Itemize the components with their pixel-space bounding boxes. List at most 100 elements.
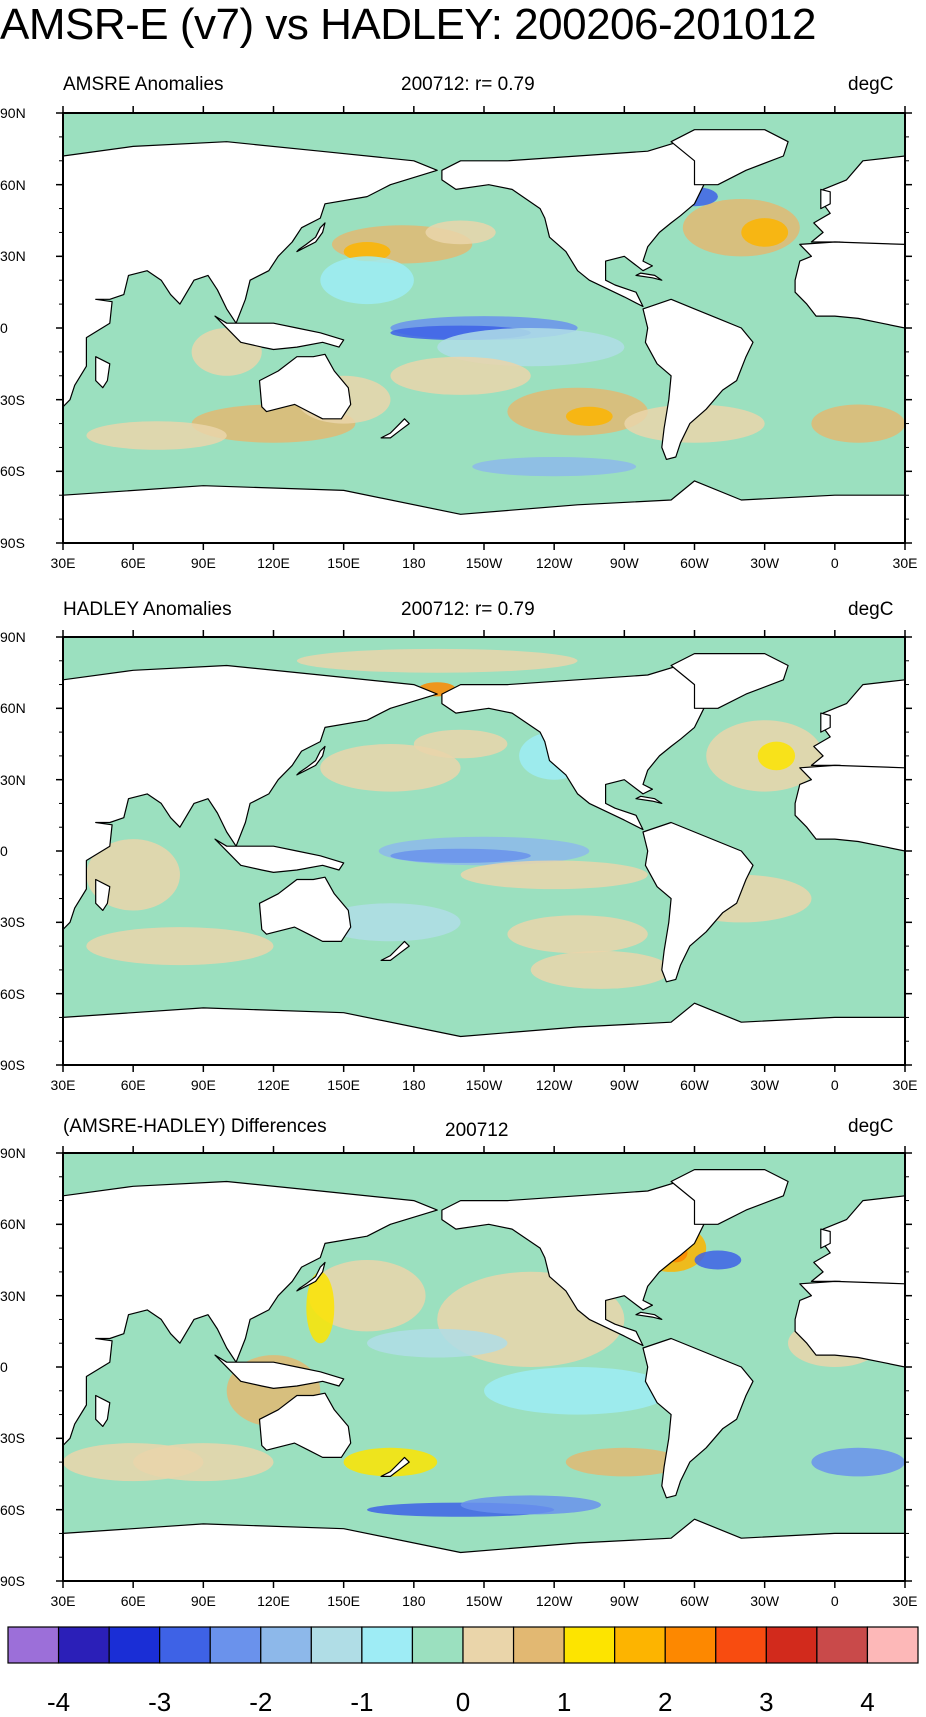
latitude-label: 60N (0, 1216, 26, 1233)
land-africa-west (794, 241, 905, 329)
page-title: AMSR-E (v7) vs HADLEY: 200206-201012 (0, 0, 816, 49)
anomaly-region (296, 648, 578, 673)
colorbar-label: 0 (455, 1687, 471, 1717)
colorbar-label: -1 (350, 1687, 374, 1717)
land-indonesia (214, 838, 345, 874)
land-africa-west (794, 1280, 905, 1368)
land-australia (258, 876, 352, 943)
panel-2-title: HADLEY Anomalies (63, 599, 232, 620)
land-south-america (642, 298, 754, 460)
colorbar-swatch (664, 1626, 717, 1664)
land-indonesia (214, 1354, 345, 1390)
colorbar-label: 1 (556, 1687, 572, 1717)
land-new-zealand (380, 1456, 410, 1478)
anomaly-region (741, 218, 789, 247)
colorbar-swatch (563, 1626, 616, 1664)
longitude-label: 60E (120, 555, 146, 571)
anomaly-region (472, 457, 637, 477)
latitude-label: 60S (0, 1501, 25, 1518)
latitude-label: 30S (0, 914, 25, 931)
longitude-label: 60E (120, 1077, 146, 1093)
land-madagascar (95, 356, 111, 389)
tick-marks (56, 1146, 912, 1588)
anomaly-region (565, 1447, 683, 1477)
latitude-label: 90S (0, 1057, 25, 1073)
longitude-label: 90E (190, 555, 216, 571)
longitude-label: 120E (257, 1593, 290, 1609)
land-australia (258, 353, 352, 420)
tick-marks (56, 106, 912, 550)
longitude-label: 150W (465, 1077, 503, 1093)
land-antarctica (63, 1002, 905, 1065)
map-panel-2 (56, 630, 912, 1072)
panel-2-date-correlation: 200712: r= 0.79 (401, 599, 535, 620)
colorbar-swatch (462, 1626, 515, 1664)
latitude-label: 60N (0, 176, 26, 193)
colorbar-label: 2 (657, 1687, 673, 1717)
anomaly-region (425, 220, 496, 245)
colorbar-swatch (108, 1626, 161, 1664)
land-cuba (635, 272, 663, 281)
panel-2-units: degC (848, 599, 894, 620)
longitude-label: 120W (535, 1077, 573, 1093)
longitude-label: 180 (402, 555, 426, 571)
latitude-label: 90N (0, 105, 26, 121)
latitude-label: 60S (0, 463, 25, 480)
colorbar-swatch (411, 1626, 464, 1664)
land-cuba (635, 1311, 663, 1321)
colorbar-swatch (614, 1626, 666, 1664)
anomaly-region (694, 1250, 742, 1270)
longitude-label: 150W (465, 1593, 503, 1609)
land-eurasia-africa (63, 1180, 438, 1447)
anomaly-region (306, 1271, 335, 1344)
anomaly-region (320, 256, 414, 305)
land-antarctica (63, 1518, 905, 1581)
land-japan (296, 1261, 326, 1292)
panel-3-date: 200712 (445, 1120, 509, 1141)
land-eurasia-africa (63, 664, 438, 931)
longitude-label: 30E (50, 555, 76, 571)
latitude-label: 0 (0, 843, 8, 859)
longitude-label: 120W (535, 555, 573, 571)
latitude-label: 60S (0, 985, 25, 1002)
anomaly-region (437, 328, 625, 367)
land-madagascar (95, 878, 111, 912)
anomaly-region (624, 404, 765, 443)
panel-3-units: degC (848, 1116, 894, 1137)
colorbar-swatch (512, 1626, 565, 1664)
longitude-label: 150E (327, 555, 361, 571)
anomaly-region (320, 903, 461, 942)
anomaly-region (565, 406, 613, 426)
land-eurasia-africa (63, 141, 438, 408)
land-greenland (670, 1168, 789, 1225)
anomaly-region (86, 421, 227, 450)
anomaly-region (811, 1447, 905, 1477)
land-japan (296, 745, 326, 776)
latitude-label: 30N (0, 1287, 26, 1304)
latitude-label: 0 (0, 1359, 8, 1375)
longitude-label: 30E (892, 555, 918, 571)
land-cuba (635, 795, 663, 805)
anomaly-region (757, 741, 796, 771)
longitude-label: 120E (257, 555, 290, 571)
land-uk (820, 712, 831, 733)
longitude-label: 90E (190, 1077, 216, 1093)
longitude-label: 120E (257, 1077, 290, 1093)
longitude-label: 0 (830, 1077, 839, 1093)
longitude-label: 0 (830, 555, 839, 571)
longitude-label: 60E (120, 1593, 146, 1609)
longitude-label: 30E (892, 1593, 918, 1609)
longitude-label: 30E (892, 1077, 918, 1093)
colorbar-swatch (57, 1626, 110, 1664)
longitude-label: 30E (50, 1077, 76, 1093)
latitude-label: 90N (0, 1145, 26, 1161)
anomaly-region (483, 1367, 672, 1415)
colorbar-swatch (159, 1626, 211, 1664)
colorbar-label: -4 (46, 1687, 71, 1717)
panel-1-title: AMSRE Anomalies (63, 74, 224, 95)
colorbar-swatch (209, 1626, 262, 1664)
anomaly-region (530, 950, 672, 989)
longitude-label: 150E (327, 1077, 361, 1093)
tick-marks (56, 630, 912, 1072)
